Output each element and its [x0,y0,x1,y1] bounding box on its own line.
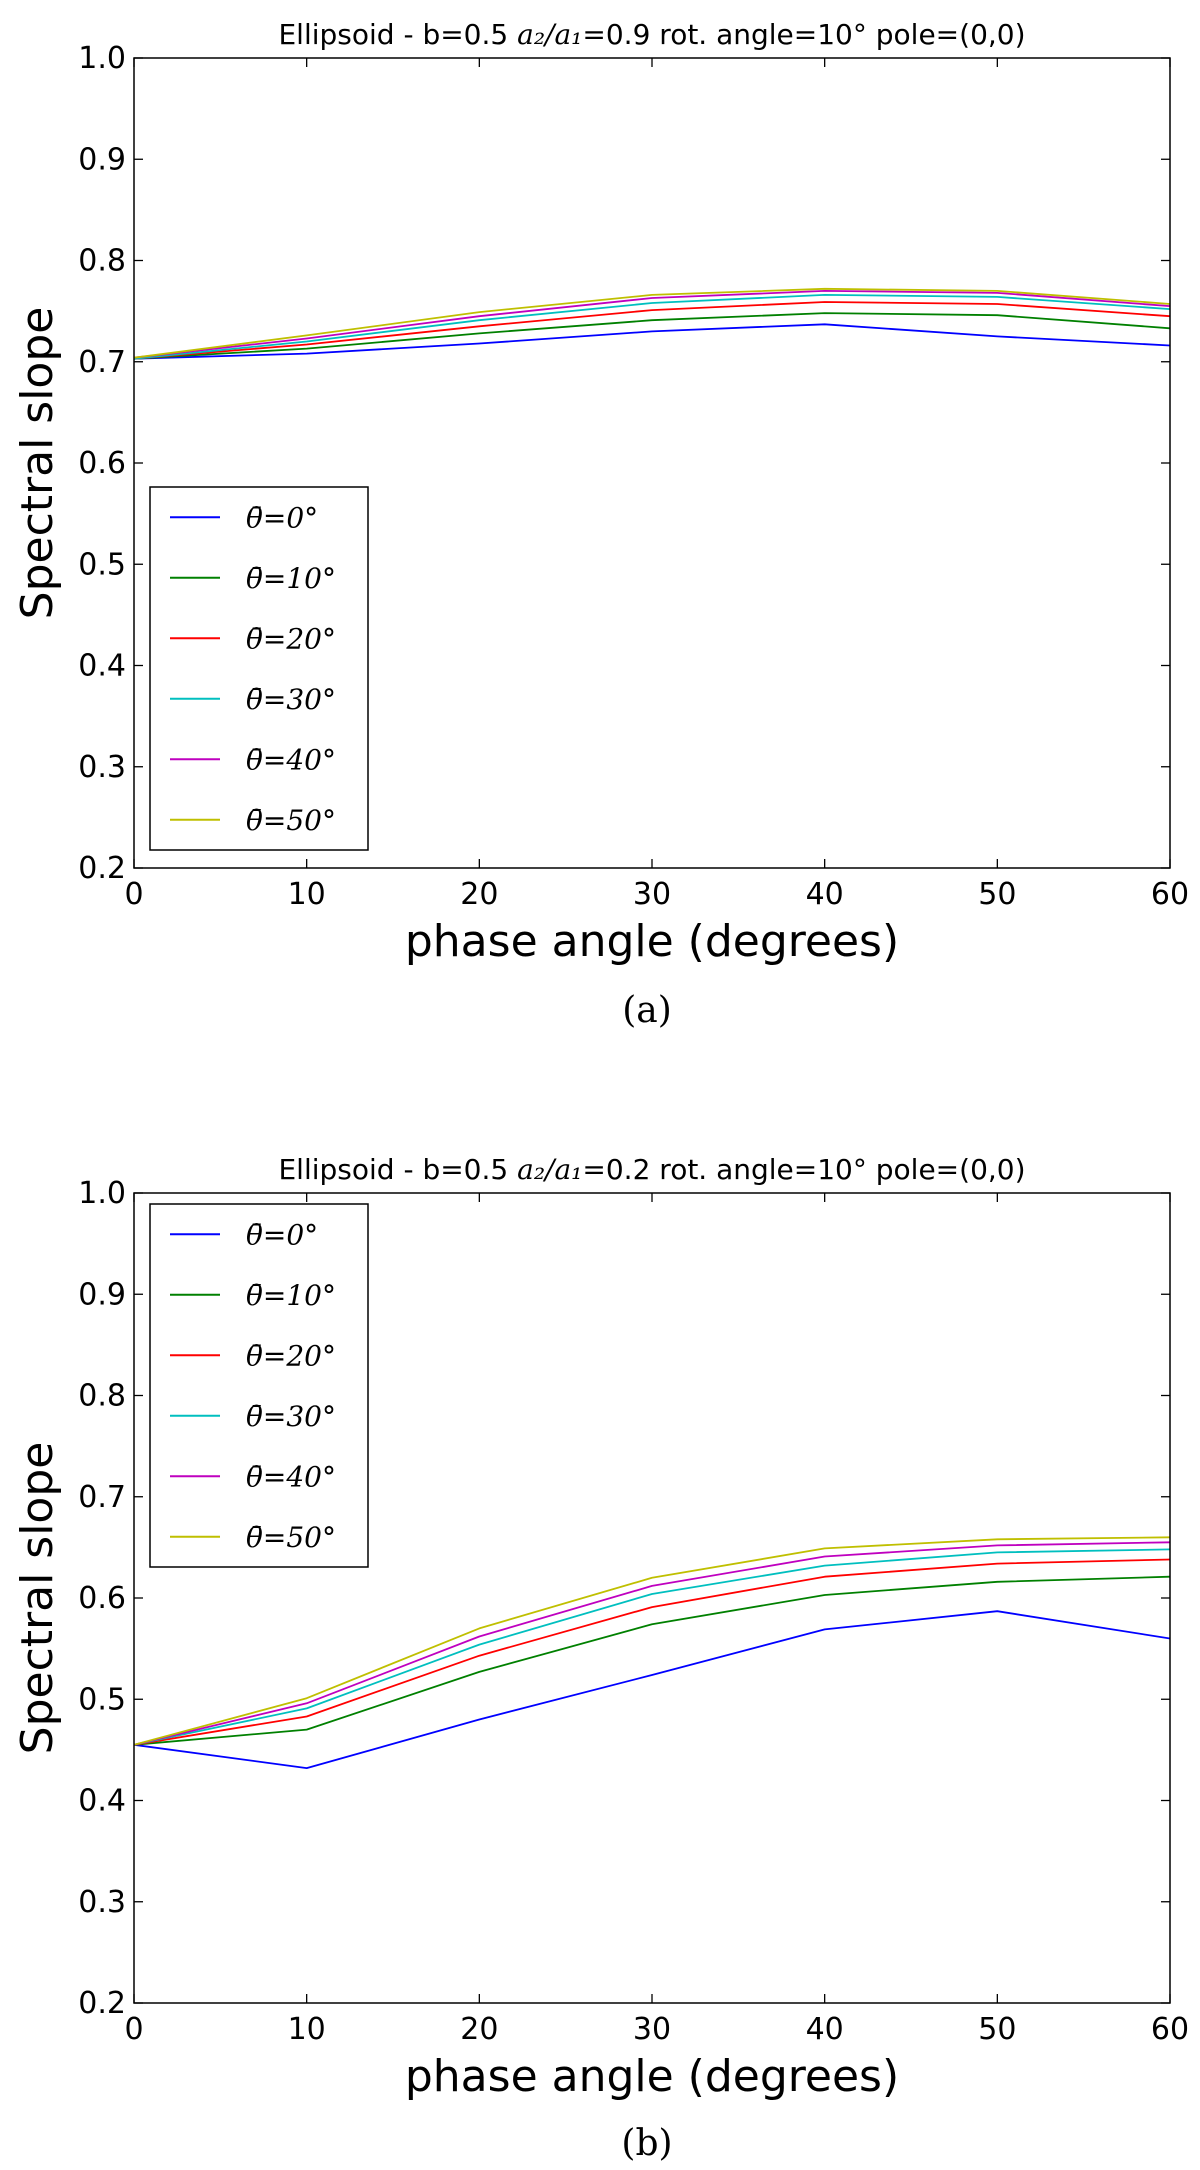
series-line-5 [134,1536,1170,1746]
y-tick-label: 1.0 [78,1176,126,1211]
x-tick-label: 0 [124,877,143,912]
y-tick-label: 0.7 [78,345,126,380]
y-tick-label: 0.5 [78,1682,126,1717]
title-part: Ellipsoid - [278,18,413,51]
title-part: =0.9 [582,18,650,51]
x-tick-label: 40 [806,2012,844,2047]
series-line-5 [134,287,1170,359]
legend-entry-0: θ̄=0° [246,501,318,534]
x-tick-label: 30 [633,2012,671,2047]
y-tick-label: 0.3 [78,1885,126,1920]
series-line-1 [134,1575,1170,1746]
title-part: pole=(0,0) [867,1153,1026,1186]
legend-entry-1: θ̄=10° [246,1279,336,1312]
series-line-1 [134,312,1170,360]
title-part: Ellipsoid - [278,1153,413,1186]
chart-title: Ellipsoid - b=0.5 a₂/a₁=0.2 rot. angle=1… [278,1153,1025,1186]
legend-entry-5: θ̄=50° [246,804,336,837]
legend-box [149,1203,369,1568]
panel-caption: (a) [622,990,672,1031]
chart-panel-b: 0 10 20 30 40 50 60 0.2 0.3 0.4 0.5 0.6 0.7 0.8 0.9 1.0… [12,1153,1189,2164]
title-part: b=0.5 [414,1153,509,1186]
x-tick-label: 50 [978,877,1016,912]
legend-entry-3: θ̄=30° [246,1400,336,1433]
x-tick-label: 20 [460,2012,498,2047]
y-tick-label: 0.6 [78,1581,126,1616]
title-part: rot. angle=10° [650,1153,866,1186]
legend-entry-4: θ̄=40° [246,743,336,776]
chart-panel-a: 0 10 20 30 40 50 60 0.2 0.3 0.4 0.5 0.6 0.7 0.8 0.9 1.0… [12,18,1189,1031]
title-part: =0.2 [582,1153,650,1186]
y-tick-label: 0.7 [78,1480,126,1515]
y-tick-label: 0.5 [78,547,126,582]
legend-entry-0: θ̄=0° [246,1218,318,1251]
title-part: a₂/a₁ [508,1153,582,1186]
y-tick-label: 0.2 [78,1986,126,2021]
legend-entry-4: θ̄=40° [246,1460,336,1493]
y-axis-label: Spectral slope [12,1442,63,1755]
x-axis-label: phase angle (degrees) [405,916,899,967]
chart-title: Ellipsoid - b=0.5 a₂/a₁=0.9 rot. angle=1… [278,18,1025,51]
y-tick-label: 0.9 [78,142,126,177]
legend-entry-2: θ̄=20° [246,1339,336,1372]
y-tick-label: 0.4 [78,1784,126,1819]
y-tick-label: 0.9 [78,1277,126,1312]
y-tick-label: 0.4 [78,649,126,684]
series-line-4 [134,289,1170,359]
legend-entry-2: θ̄=20° [246,622,336,655]
x-axis-label: phase angle (degrees) [405,2051,899,2102]
title-part: pole=(0,0) [867,18,1026,51]
y-tick-label: 0.6 [78,446,126,481]
x-tick-label: 0 [124,2012,143,2047]
title-part: a₂/a₁ [508,18,582,51]
y-tick-label: 0.3 [78,750,126,785]
y-tick-label: 0.2 [78,851,126,886]
legend: θ̄=0° θ̄=10° θ̄=20° θ̄=30° θ̄=40° θ̄=50° [149,1203,369,1568]
series-line-0 [134,323,1170,360]
series-lines [134,287,1170,360]
title-part: rot. angle=10° [650,18,866,51]
legend-entry-3: θ̄=30° [246,683,336,716]
y-tick-label: 1.0 [78,41,126,76]
series-line-2 [134,1558,1170,1746]
x-tick-label: 10 [288,877,326,912]
series-line-2 [134,301,1170,360]
series-line-3 [134,1548,1170,1746]
x-tick-label: 30 [633,877,671,912]
title-part: b=0.5 [414,18,509,51]
x-tick-label: 10 [288,2012,326,2047]
series-line-3 [134,293,1170,360]
x-tick-label: 60 [1151,877,1189,912]
series-line-0 [134,1610,1170,1769]
panel-caption: (b) [621,2123,672,2164]
y-tick-label: 0.8 [78,1379,126,1414]
legend: θ̄=0° θ̄=10° θ̄=20° θ̄=30° θ̄=40° θ̄=50° [149,486,369,851]
y-tick-label: 0.8 [78,244,126,279]
legend-entry-5: θ̄=50° [246,1521,336,1554]
x-tick-label: 50 [978,2012,1016,2047]
y-axis-label: Spectral slope [12,307,63,620]
x-tick-label: 20 [460,877,498,912]
x-tick-label: 60 [1151,2012,1189,2047]
series-line-4 [134,1541,1170,1746]
legend-entry-1: θ̄=10° [246,562,336,595]
series-lines [134,1536,1170,1769]
legend-box [149,486,369,851]
x-tick-label: 40 [806,877,844,912]
